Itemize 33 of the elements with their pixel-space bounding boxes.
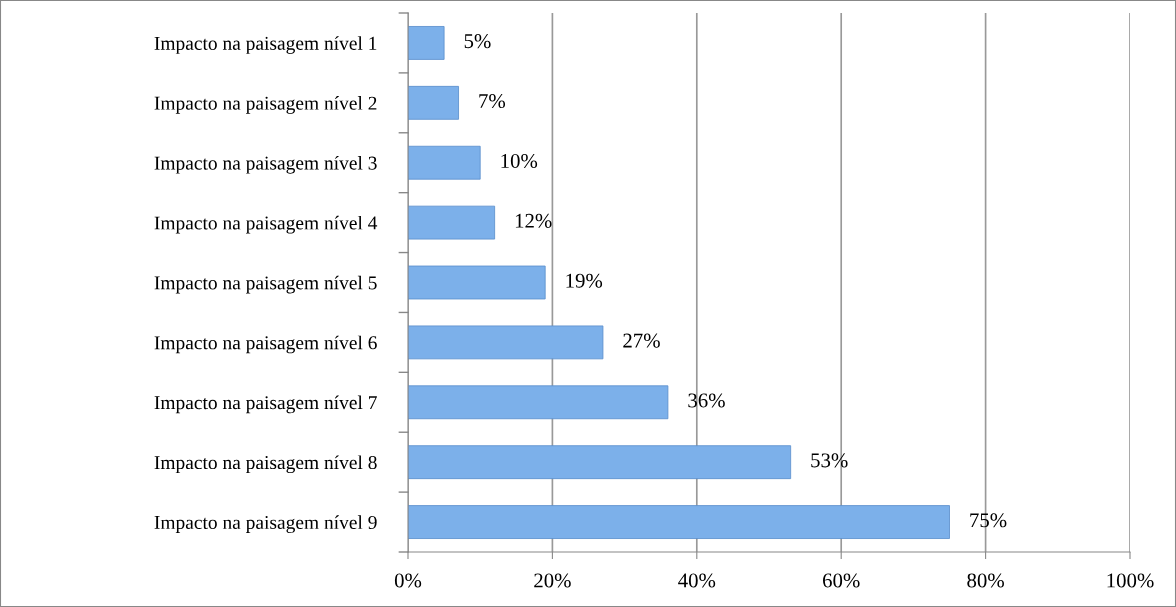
x-tick-label: 0%	[394, 573, 422, 588]
bar	[408, 85, 459, 120]
x-tick-label: 60%	[823, 573, 860, 588]
y-tick-label: Impacto na paisagem nível 8	[154, 455, 377, 474]
x-tick-label: 100%	[1107, 573, 1154, 588]
bar	[408, 385, 669, 420]
bar	[408, 205, 496, 240]
data-label: 10%	[501, 153, 538, 169]
data-label: 27%	[623, 333, 660, 348]
bar	[408, 505, 950, 539]
y-tick-label: Impacto na paisagem nível 4	[154, 215, 378, 234]
x-tick-label: 80%	[967, 573, 1004, 588]
data-label: 53%	[811, 453, 848, 468]
data-label: 12%	[515, 213, 552, 228]
data-label: 36%	[688, 393, 725, 408]
y-tick-label: Impacto na paisagem nível 9	[154, 515, 377, 534]
bar	[408, 445, 792, 480]
bar	[408, 325, 604, 360]
data-label: 19%	[566, 273, 603, 288]
bar	[408, 145, 481, 180]
data-label: 5%	[464, 34, 491, 49]
x-tick-label: 20%	[534, 573, 571, 588]
y-tick-label: Impacto na paisagem nível 1	[154, 36, 377, 54]
y-tick-label: Impacto na paisagem nível 3	[154, 155, 377, 174]
bar	[408, 26, 445, 60]
x-tick-label: 40%	[678, 573, 716, 588]
y-tick-label: Impacto na paisagem nível 5	[154, 275, 377, 294]
data-label: 7%	[479, 93, 506, 109]
y-tick-label: Impacto na paisagem nível 6	[154, 335, 377, 354]
bar	[408, 265, 546, 300]
y-tick-label: Impacto na paisagem nível 7	[154, 395, 377, 414]
data-label: 75%	[970, 513, 1007, 528]
y-tick-label: Impacto na paisagem nível 2	[154, 96, 377, 114]
